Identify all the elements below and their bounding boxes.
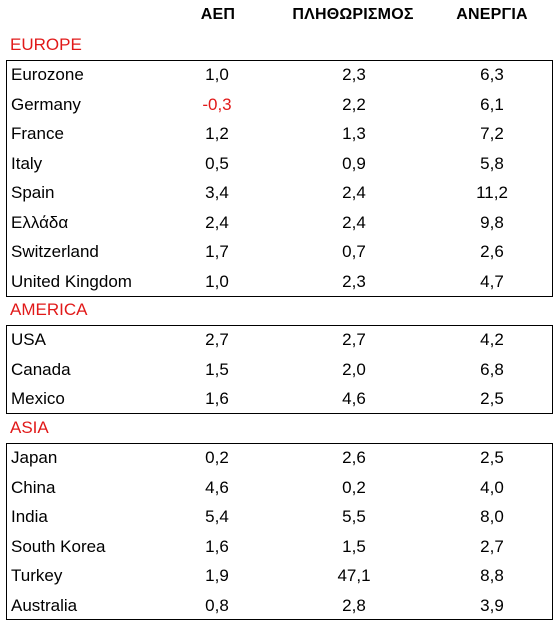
- table-row: United Kingdom 1,0 2,3 4,7: [7, 268, 552, 298]
- unemployment-cell: 4,2: [480, 330, 504, 349]
- table-row: Mexico 1,6 4,6 2,5: [7, 385, 552, 415]
- table-row: Ελλάδα 2,4 2,4 9,8: [7, 209, 552, 239]
- unemployment-cell: 4,7: [480, 271, 504, 291]
- table-row: Turkey 1,9 47,1 8,8: [7, 562, 552, 592]
- country-cell: USA: [11, 330, 46, 349]
- gdp-cell: 5,4: [205, 507, 229, 526]
- inflation-cell: 2,3: [342, 65, 366, 84]
- unemployment-cell: 11,2: [476, 183, 508, 202]
- unemployment-cell: 6,3: [480, 65, 504, 84]
- unemployment-cell: 5,8: [480, 153, 504, 173]
- table-row: Australia 0,8 2,8 3,9: [7, 592, 552, 622]
- gdp-cell: 0,5: [205, 153, 229, 173]
- gdp-cell: 0,2: [205, 448, 229, 467]
- region-table-europe: Eurozone 1,0 2,3 6,3 Germany -0,3 2,2 6,1 France…: [6, 60, 553, 297]
- country-cell: Mexico: [11, 389, 65, 408]
- unemployment-cell: 9,8: [480, 212, 504, 232]
- unemployment-cell: 3,9: [480, 595, 504, 615]
- country-cell: India: [11, 507, 48, 526]
- country-cell: France: [11, 124, 64, 143]
- gdp-cell: 2,4: [205, 212, 229, 232]
- inflation-cell: 0,9: [342, 153, 366, 173]
- country-cell: Ελλάδα: [11, 212, 69, 232]
- gdp-cell: 3,4: [205, 183, 229, 202]
- country-cell: Australia: [11, 595, 78, 615]
- unemployment-cell: 2,5: [480, 448, 504, 467]
- country-cell: China: [11, 477, 56, 497]
- gdp-cell: 1,5: [205, 359, 229, 379]
- table-row: India 5,4 5,5 8,0: [7, 503, 552, 533]
- inflation-cell: 1,5: [342, 536, 366, 556]
- inflation-cell: 2,7: [342, 330, 366, 349]
- header-inflation: ΠΛΗΘΩΡΙΣΜΟΣ: [292, 6, 414, 23]
- table-row: USA 2,7 2,7 4,2: [7, 326, 552, 356]
- gdp-cell: 1,7: [205, 242, 229, 261]
- country-cell: Germany: [11, 94, 81, 114]
- gdp-cell: 1,2: [205, 124, 229, 143]
- country-cell: Italy: [11, 153, 43, 173]
- inflation-cell: 1,3: [342, 124, 366, 143]
- country-cell: Turkey: [11, 566, 63, 585]
- region-label-europe: EUROPE: [10, 35, 82, 54]
- inflation-cell: 2,3: [342, 271, 366, 291]
- inflation-cell: 0,7: [342, 242, 366, 261]
- country-cell: Canada: [11, 359, 71, 379]
- unemployment-cell: 8,8: [480, 566, 504, 585]
- country-cell: Switzerland: [11, 242, 99, 261]
- table-row: Italy 0,5 0,9 5,8: [7, 150, 552, 180]
- inflation-cell: 5,5: [342, 507, 366, 526]
- table-row: Spain 3,4 2,4 11,2: [7, 179, 552, 209]
- inflation-cell: 2,0: [342, 359, 366, 379]
- gdp-cell: 1,0: [205, 271, 229, 291]
- unemployment-cell: 8,0: [480, 507, 504, 526]
- unemployment-cell: 6,8: [480, 359, 504, 379]
- header-unemployment: ΑΝΕΡΓΙΑ: [456, 6, 528, 23]
- region-table-asia: Japan 0,2 2,6 2,5 China 4,6 0,2 4,0 India 5,4 5,5 8…: [6, 443, 553, 620]
- region-label-asia: ASIA: [10, 418, 49, 437]
- gdp-cell: 1,6: [205, 536, 229, 556]
- unemployment-cell: 2,7: [480, 536, 504, 556]
- inflation-cell: 4,6: [342, 389, 366, 408]
- gdp-cell: 2,7: [205, 330, 229, 349]
- table-row: Canada 1,5 2,0 6,8: [7, 356, 552, 386]
- gdp-cell: 4,6: [205, 477, 229, 497]
- header-gdp: ΑΕΠ: [200, 6, 236, 23]
- inflation-cell: 2,2: [342, 94, 366, 114]
- gdp-cell: 1,9: [205, 566, 229, 585]
- inflation-cell: 2,6: [342, 448, 366, 467]
- region-table-america: USA 2,7 2,7 4,2 Canada 1,5 2,0 6,8 Mexico 1,6 4,6 2…: [6, 325, 553, 414]
- table-row: China 4,6 0,2 4,0: [7, 474, 552, 504]
- inflation-cell: 2,8: [342, 595, 366, 615]
- country-cell: United Kingdom: [11, 271, 132, 291]
- gdp-cell: 1,0: [205, 65, 229, 84]
- unemployment-cell: 2,6: [480, 242, 504, 261]
- unemployment-cell: 2,5: [480, 389, 504, 408]
- country-cell: Japan: [11, 448, 58, 467]
- unemployment-cell: 6,1: [480, 94, 504, 114]
- table-row: Eurozone 1,0 2,3 6,3: [7, 61, 552, 91]
- table-row: Germany -0,3 2,2 6,1: [7, 91, 552, 121]
- unemployment-cell: 4,0: [480, 477, 504, 497]
- inflation-cell: 2,4: [342, 183, 366, 202]
- unemployment-cell: 7,2: [480, 124, 504, 143]
- country-cell: Spain: [11, 183, 55, 202]
- table-header: ΑΕΠ ΠΛΗΘΩΡΙΣΜΟΣ ΑΝΕΡΓΙΑ: [0, 0, 559, 32]
- table-row: South Korea 1,6 1,5 2,7: [7, 533, 552, 563]
- inflation-cell: 47,1: [337, 566, 371, 585]
- gdp-cell: -0,3: [202, 94, 232, 114]
- region-label-america: AMERICA: [10, 300, 88, 319]
- table-row: Switzerland 1,7 0,7 2,6: [7, 238, 552, 268]
- gdp-cell: 0,8: [205, 595, 229, 615]
- inflation-cell: 0,2: [342, 477, 366, 497]
- country-cell: Eurozone: [11, 65, 84, 84]
- table-row: France 1,2 1,3 7,2: [7, 120, 552, 150]
- inflation-cell: 2,4: [342, 212, 366, 232]
- country-cell: South Korea: [11, 536, 106, 556]
- gdp-cell: 1,6: [205, 389, 229, 408]
- table-row: Japan 0,2 2,6 2,5: [7, 444, 552, 474]
